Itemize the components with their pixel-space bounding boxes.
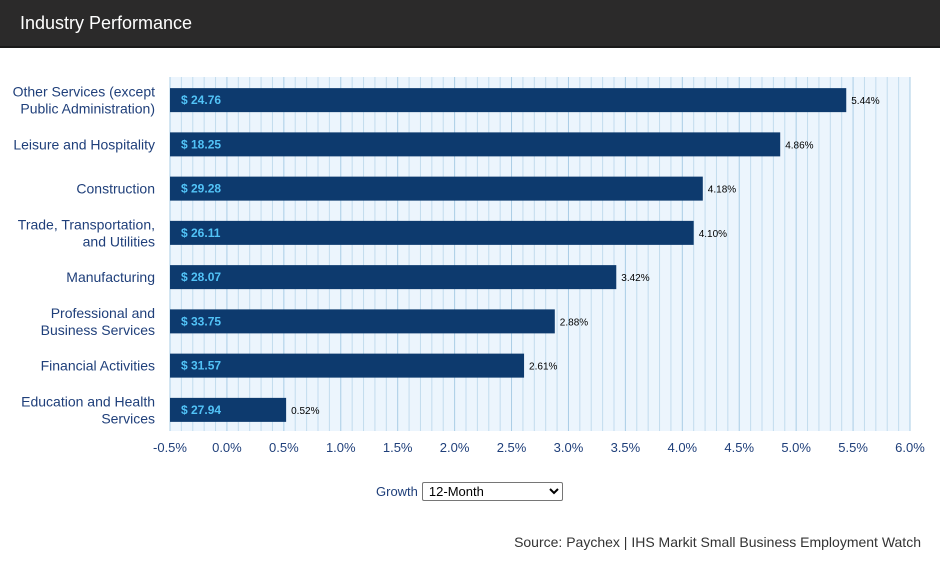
value-label: 5.44%: [851, 96, 879, 107]
growth-control: Growth 12-Month: [376, 481, 563, 501]
category-label-line: and Utilities: [83, 233, 155, 249]
category-label-line: Construction: [76, 181, 155, 197]
x-tick-label: 0.0%: [212, 440, 242, 455]
value-label: 4.86%: [785, 140, 813, 151]
value-label: 2.61%: [529, 362, 557, 373]
page-title: Industry Performance: [20, 13, 193, 33]
wage-label: $ 27.94: [181, 403, 221, 417]
x-tick-label: -0.5%: [153, 440, 187, 455]
x-tick-label: 1.5%: [383, 440, 413, 455]
value-label: 0.52%: [291, 406, 319, 417]
wage-label: $ 28.07: [181, 270, 221, 284]
growth-period-select[interactable]: 12-Month: [421, 481, 563, 501]
category-label-line: Trade, Transportation,: [18, 216, 155, 232]
category-label: Construction: [76, 181, 155, 197]
category-label: Education and Health Services: [21, 393, 155, 426]
x-tick-label: 5.5%: [838, 440, 868, 455]
category-label: Other Services (except Public Administrat…: [13, 84, 155, 117]
bar: [170, 309, 555, 334]
bar: [170, 353, 525, 378]
category-label-line: Public Administration): [20, 101, 155, 117]
bar: [170, 176, 703, 201]
x-tick-label: 4.5%: [724, 440, 754, 455]
value-label: 4.18%: [708, 185, 736, 196]
bar: [170, 220, 694, 245]
source-note: Source: Paychex | IHS Markit Small Busin…: [514, 534, 921, 550]
category-label: Financial Activities: [41, 358, 155, 374]
x-tick-label: 3.0%: [554, 440, 584, 455]
category-label: Manufacturing: [66, 269, 155, 285]
header-bar: Industry Performance: [0, 0, 940, 48]
x-tick-label: 6.0%: [895, 440, 925, 455]
wage-label: $ 18.25: [181, 137, 221, 151]
wage-label: $ 31.57: [181, 359, 221, 373]
bar: [170, 88, 847, 113]
category-label-line: Professional and: [51, 305, 155, 321]
category-label: Professional and Business Services: [41, 305, 155, 338]
category-label-line: Education and Health: [21, 393, 155, 409]
category-label-line: Other Services (except: [13, 84, 155, 100]
category-label-line: Manufacturing: [66, 269, 155, 285]
bar: [170, 132, 781, 157]
wage-label: $ 26.11: [181, 226, 221, 240]
category-label: Leisure and Hospitality: [13, 136, 155, 152]
category-label-line: Leisure and Hospitality: [13, 136, 155, 152]
value-label: 4.10%: [699, 229, 727, 240]
x-tick-label: 1.0%: [326, 440, 356, 455]
x-tick-label: 0.5%: [269, 440, 299, 455]
category-label-line: Financial Activities: [41, 358, 155, 374]
growth-label: Growth: [376, 483, 418, 499]
x-tick-label: 4.0%: [667, 440, 697, 455]
wage-label: $ 24.76: [181, 93, 221, 107]
plot-background: [170, 77, 910, 431]
bar: [170, 265, 617, 290]
category-label-line: Services: [101, 410, 155, 426]
value-label: 2.88%: [560, 317, 588, 328]
category-label-line: Business Services: [41, 322, 155, 338]
x-tick-label: 2.0%: [440, 440, 470, 455]
bar: [170, 397, 287, 422]
wage-label: $ 29.28: [181, 182, 221, 196]
category-label: Trade, Transportation, and Utilities: [18, 216, 155, 249]
x-tick-label: 5.0%: [781, 440, 811, 455]
value-label: 3.42%: [621, 273, 649, 284]
industry-performance-chart: -0.5% 0.0% 0.5% 1.0% 1.5% 2.0% 2.5% 3.0% 3.5% 4.0…: [13, 77, 925, 455]
x-tick-label: 2.5%: [497, 440, 527, 455]
wage-label: $ 33.75: [181, 314, 221, 328]
x-tick-label: 3.5%: [611, 440, 641, 455]
